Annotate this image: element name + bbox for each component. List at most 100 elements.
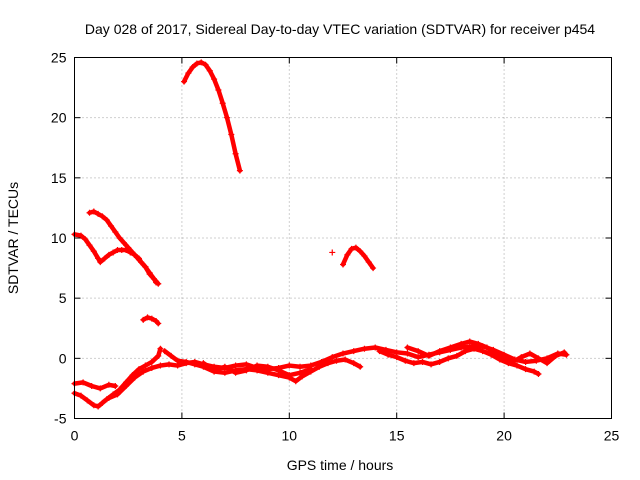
data-point: [297, 369, 304, 376]
data-point: [531, 368, 538, 375]
data-point: [471, 345, 478, 352]
data-point: [348, 245, 355, 252]
data-point: [157, 345, 164, 352]
data-point: [99, 399, 106, 406]
data-point: [552, 352, 559, 359]
data-point: [361, 253, 368, 260]
x-axis-label: GPS time / hours: [287, 457, 394, 473]
data-point: [90, 248, 97, 255]
grid-lines: [74, 57, 612, 419]
data-point: [385, 351, 392, 358]
data-point: [453, 352, 460, 359]
data-point: [105, 381, 112, 388]
data-point: [144, 314, 151, 321]
data-point: [357, 363, 364, 370]
data-point: [376, 348, 383, 355]
x-tick-label: 25: [604, 428, 620, 444]
data-point: [436, 348, 443, 355]
data-point: [200, 360, 207, 367]
data-point: [99, 213, 106, 220]
x-tick-label: 5: [178, 428, 186, 444]
data-point: [436, 358, 443, 365]
data-point: [161, 348, 168, 355]
x-tick-label: 20: [496, 428, 512, 444]
data-point: [445, 355, 452, 362]
data-point: [393, 354, 400, 361]
data-point: [153, 279, 160, 286]
series-trace-arc-5: [340, 245, 376, 271]
data-point: [535, 355, 542, 362]
data-point: [340, 350, 346, 357]
data-point: [133, 254, 140, 261]
data-points: [71, 59, 570, 410]
data-point: [419, 358, 426, 365]
data-point: [125, 244, 132, 251]
data-point: [458, 340, 465, 347]
data-point: [168, 352, 175, 359]
data-point: [232, 369, 239, 376]
data-point: [333, 357, 340, 364]
data-point: [342, 356, 349, 363]
data-point: [522, 358, 529, 365]
data-point: [509, 358, 516, 365]
data-point: [479, 348, 486, 355]
data-point: [157, 362, 164, 369]
data-point: [86, 209, 93, 216]
data-point: [90, 208, 97, 215]
data-point: [404, 350, 411, 357]
data-point: [447, 344, 454, 351]
data-point: [513, 362, 520, 369]
y-tick-label: -5: [54, 411, 67, 427]
data-point: [135, 366, 142, 373]
data-point: [189, 64, 196, 71]
data-point: [462, 348, 469, 355]
data-point: [535, 370, 542, 377]
data-point: [275, 367, 282, 374]
data-point: [286, 362, 293, 369]
data-point: [95, 255, 102, 262]
data-point: [181, 78, 188, 85]
data-point: [264, 369, 271, 376]
data-point: [138, 259, 145, 266]
data-point: [264, 363, 271, 370]
data-point: [350, 360, 357, 367]
data-point: [483, 344, 490, 351]
data-point: [329, 354, 336, 361]
data-point: [211, 76, 218, 83]
data-point: [110, 249, 117, 256]
data-point: [526, 350, 533, 357]
data-point: [372, 344, 379, 351]
data-point: [410, 360, 417, 367]
data-point: [518, 354, 525, 361]
data-point: [340, 261, 346, 268]
data-point: [86, 242, 93, 249]
data-point: [185, 70, 192, 77]
data-point: [344, 251, 351, 258]
data-point: [350, 348, 357, 355]
y-axis-label: SDTVAR / TECUs: [5, 182, 21, 294]
x-tick-label: 0: [71, 428, 79, 444]
data-point: [404, 344, 411, 351]
y-tick-label: 15: [51, 170, 67, 186]
data-point: [140, 316, 147, 323]
data-point: [292, 378, 299, 385]
y-tick-label: 20: [51, 110, 67, 126]
data-point: [82, 236, 89, 243]
data-point: [183, 358, 190, 365]
x-tick-label: 15: [389, 428, 405, 444]
data-point: [88, 383, 95, 390]
y-tick-label: 5: [59, 290, 67, 306]
data-point: [329, 249, 336, 256]
data-point: [425, 352, 432, 359]
data-point: [415, 348, 422, 355]
data-point: [215, 86, 222, 93]
data-point: [428, 361, 435, 368]
data-point: [148, 315, 155, 322]
data-point: [112, 383, 119, 390]
data-point: [286, 372, 293, 379]
data-point: [522, 366, 529, 373]
data-point: [357, 248, 364, 255]
series-trace-arc-4: [181, 60, 243, 173]
